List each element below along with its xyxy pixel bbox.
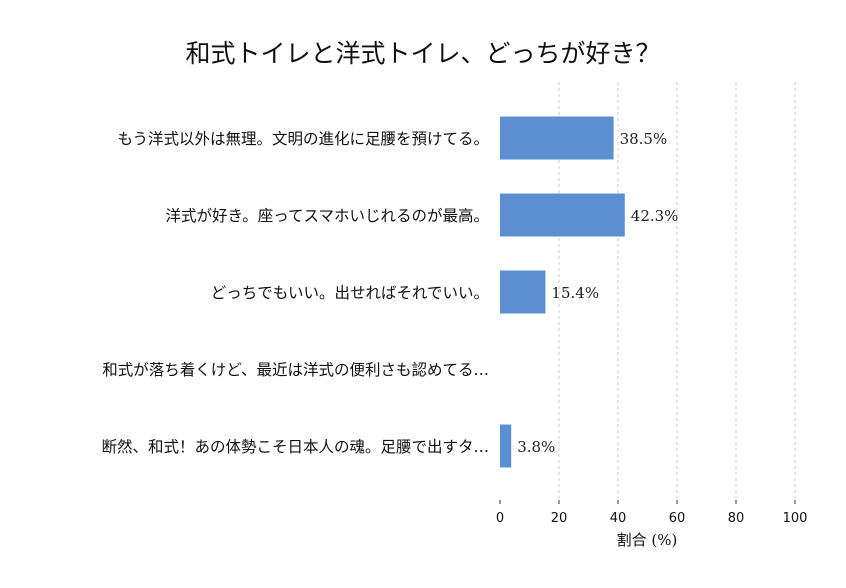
x-tick-label: 20 [551,511,568,526]
bar [500,424,512,468]
category-label: もう洋式以外は無理。文明の進化に足腰を預けてる。 [117,130,489,148]
x-tick-label: 100 [783,511,808,526]
bar [500,116,614,160]
category-labels: もう洋式以外は無理。文明の進化に足腰を預けてる。洋式が好き。座ってスマホいじれる… [101,130,489,456]
category-label: 和式が落ち着くけど、最近は洋式の便利さも認めてる… [102,361,489,379]
value-label: 3.8% [517,438,555,456]
value-label: 38.5% [620,130,668,148]
value-label: 15.4% [551,284,599,302]
x-axis-ticks: 0 20 40 60 80 100 [496,500,808,526]
grid-lines [558,82,796,500]
category-label: どっちでもいい。出せればそれでいい。 [211,284,489,302]
x-tick-label: 60 [669,511,686,526]
x-axis-label: 割合 (%) [617,531,678,549]
chart-title: 和式トイレと洋式トイレ、どっちが好き？ [185,39,660,68]
x-tick-label: 80 [728,511,745,526]
value-label: 42.3% [631,207,679,225]
bar [500,270,546,314]
value-labels: 38.5% 42.3% 15.4% 3.8% [517,130,678,456]
x-tick-label: 0 [496,511,504,526]
x-tick-label: 40 [610,511,627,526]
bar [500,193,625,237]
bars [500,116,625,468]
category-label: 洋式が好き。座ってスマホいじれるのが最高。 [166,207,490,225]
category-label: 断然、和式！あの体勢こそ日本人の魂。足腰で出すタ… [101,438,489,456]
